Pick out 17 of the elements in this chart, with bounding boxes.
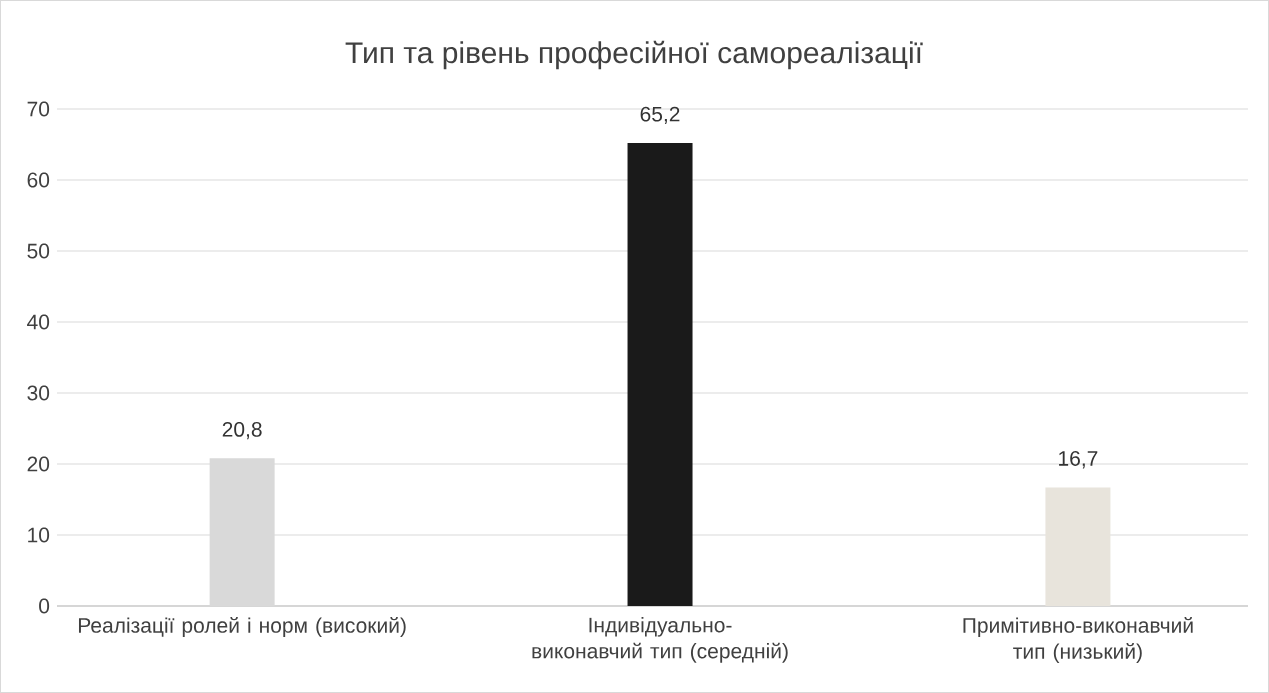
y-tick-label: 0 [39,598,50,614]
y-tick-label: 60 [27,172,50,188]
y-tick-label: 50 [27,243,50,259]
y-tick-label: 10 [28,527,50,543]
data-label: 20,8 [222,421,262,440]
bar [1045,487,1111,606]
data-label: 65,2 [640,106,680,125]
y-tick-label: 30 [27,385,50,401]
y-tick-label: 20 [27,456,50,472]
bar [627,143,693,606]
y-tick-label: 40 [27,314,50,330]
x-tick-label: Реалізації ролей і норм (високий) [78,617,406,638]
chart-title: Тип та рівень професійної самореалізації [345,40,923,70]
data-label: 16,7 [1059,451,1098,469]
x-tick-label: Примітивно-виконавчий тип (низький) [963,617,1193,664]
x-tick-label: Індивідуально-виконавчий тип (середній) [532,617,788,663]
y-tick-label: 70 [27,101,50,117]
